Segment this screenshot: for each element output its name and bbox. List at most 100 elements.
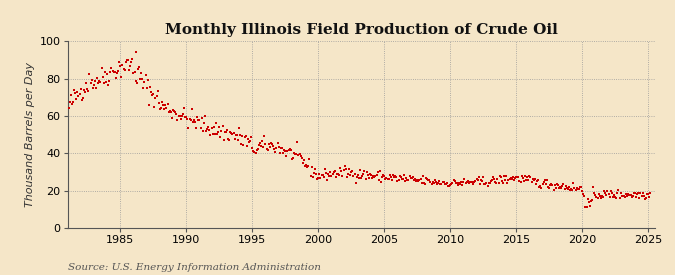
Point bbox=[363, 176, 374, 180]
Point bbox=[170, 110, 181, 115]
Point bbox=[130, 78, 141, 83]
Point bbox=[470, 179, 481, 183]
Point bbox=[625, 193, 636, 197]
Point bbox=[303, 164, 314, 168]
Point bbox=[377, 175, 387, 180]
Point bbox=[269, 147, 279, 151]
Y-axis label: Thousand Barrels per Day: Thousand Barrels per Day bbox=[26, 62, 35, 207]
Point bbox=[114, 60, 125, 64]
Point bbox=[435, 182, 446, 186]
Point bbox=[153, 101, 164, 105]
Point bbox=[630, 191, 641, 196]
Point bbox=[440, 182, 451, 186]
Point bbox=[525, 175, 536, 179]
Point bbox=[211, 121, 221, 125]
Point bbox=[458, 179, 469, 184]
Point bbox=[555, 185, 566, 189]
Point bbox=[347, 169, 358, 173]
Point bbox=[228, 131, 239, 136]
Point bbox=[247, 145, 258, 150]
Point bbox=[283, 148, 294, 153]
Point bbox=[185, 117, 196, 122]
Point bbox=[380, 177, 391, 181]
Point bbox=[223, 138, 234, 142]
Point bbox=[354, 175, 364, 180]
Point bbox=[342, 175, 352, 179]
Point bbox=[457, 182, 468, 187]
Point bbox=[515, 180, 526, 184]
Point bbox=[294, 152, 305, 156]
Point bbox=[70, 91, 80, 95]
Point bbox=[230, 132, 241, 137]
Point bbox=[520, 177, 531, 182]
Point bbox=[120, 60, 131, 65]
Point bbox=[350, 181, 361, 185]
Point bbox=[125, 64, 136, 68]
Point bbox=[321, 178, 332, 183]
Point bbox=[217, 124, 228, 128]
Point bbox=[585, 204, 595, 209]
Point bbox=[115, 63, 126, 68]
Point bbox=[499, 174, 510, 179]
Point bbox=[253, 143, 264, 147]
Point bbox=[336, 169, 347, 174]
Point bbox=[443, 184, 454, 189]
Point bbox=[539, 178, 550, 183]
Point bbox=[475, 182, 485, 186]
Point bbox=[225, 130, 236, 134]
Point bbox=[244, 139, 255, 143]
Point bbox=[259, 134, 270, 138]
Point bbox=[418, 181, 429, 185]
Point bbox=[491, 180, 502, 185]
Point bbox=[196, 116, 207, 120]
Point bbox=[288, 156, 298, 160]
Point bbox=[233, 138, 244, 142]
Point bbox=[559, 186, 570, 191]
Point bbox=[270, 149, 281, 154]
Point bbox=[554, 186, 564, 190]
Point bbox=[360, 177, 371, 181]
Point bbox=[116, 75, 127, 79]
Point bbox=[517, 176, 528, 181]
Point bbox=[557, 184, 568, 189]
Point bbox=[132, 67, 143, 72]
Point bbox=[165, 110, 176, 114]
Point bbox=[344, 167, 354, 171]
Point bbox=[595, 194, 605, 199]
Point bbox=[455, 181, 466, 186]
Point bbox=[485, 179, 496, 183]
Point bbox=[256, 144, 267, 148]
Point bbox=[562, 186, 572, 190]
Point bbox=[65, 93, 76, 98]
Point bbox=[399, 173, 410, 178]
Point bbox=[238, 142, 249, 147]
Point bbox=[329, 169, 340, 173]
Point bbox=[108, 70, 119, 74]
Point bbox=[218, 138, 229, 142]
Point bbox=[256, 138, 267, 143]
Point bbox=[546, 182, 557, 186]
Point bbox=[489, 177, 500, 181]
Point bbox=[151, 94, 162, 98]
Point bbox=[644, 194, 655, 199]
Point bbox=[436, 182, 447, 186]
Point bbox=[351, 175, 362, 179]
Point bbox=[179, 106, 190, 110]
Point bbox=[514, 179, 525, 183]
Point bbox=[569, 186, 580, 190]
Point bbox=[181, 114, 192, 119]
Point bbox=[132, 81, 142, 85]
Point bbox=[400, 178, 410, 183]
Point bbox=[82, 87, 92, 92]
Point bbox=[641, 196, 651, 200]
Point bbox=[282, 148, 293, 153]
Point bbox=[633, 191, 644, 195]
Point bbox=[223, 137, 234, 141]
Point bbox=[76, 86, 86, 91]
Point bbox=[576, 185, 587, 189]
Point bbox=[277, 151, 288, 155]
Point bbox=[324, 174, 335, 178]
Point bbox=[434, 179, 445, 184]
Point bbox=[107, 69, 118, 73]
Point bbox=[193, 117, 204, 122]
